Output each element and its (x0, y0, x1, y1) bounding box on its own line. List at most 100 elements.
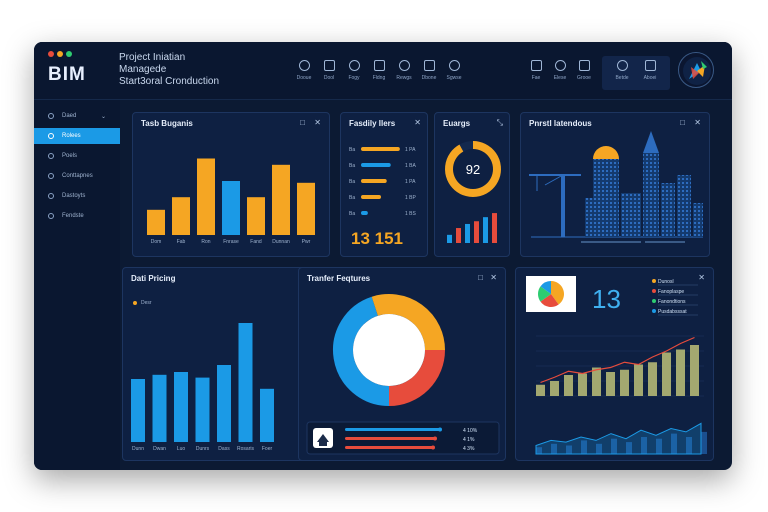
bar (465, 223, 470, 243)
header-nav-item[interactable]: Fogy (342, 60, 366, 81)
bar (474, 221, 479, 243)
tick-label: Dom (151, 239, 162, 245)
facility-chart: Ba 1 PA Ba 1 BA Ba 1 PA Ba 1 BP Ba 1 BS (349, 147, 417, 217)
user-icon (373, 60, 385, 71)
donut-segment (371, 294, 445, 351)
header-action-item[interactable]: Betde (610, 60, 634, 81)
sidebar-item[interactable]: Conttapnes (34, 168, 120, 184)
document-icon (48, 153, 54, 159)
sidebar-item[interactable]: Dastoyts (34, 188, 120, 204)
bar (662, 352, 671, 396)
expand-icon[interactable]: □ (300, 118, 305, 127)
sidebar-item-label: Rolees (62, 133, 81, 139)
value-label: 1 PA (405, 147, 416, 153)
pie-slice (540, 294, 559, 307)
bar (361, 147, 400, 151)
header-action-item[interactable]: Aboei (638, 60, 662, 81)
image-icon (398, 60, 410, 71)
bar (152, 374, 167, 442)
close-icon[interactable]: ✕ (314, 118, 321, 127)
header-action-item[interactable]: Fae (524, 60, 548, 81)
panel-title: Dati Pricing (131, 274, 176, 283)
gauge-value: 92 (466, 162, 480, 177)
header-nav-item[interactable]: Dbone (417, 60, 441, 81)
expand-icon[interactable]: ⤡ (496, 118, 503, 127)
bar (626, 442, 632, 454)
bar (172, 197, 190, 235)
value-label: 1 BP (405, 195, 417, 201)
close-icon[interactable]: ✕ (414, 118, 421, 127)
header-nav-item[interactable]: Fldng (367, 60, 391, 81)
chat-icon (423, 60, 435, 71)
project-title-line: Managede (119, 64, 167, 75)
value-label: 4 10% (463, 428, 478, 434)
legend-label: Pusdabsssat (658, 309, 687, 315)
image-icon (554, 60, 566, 71)
panel-summary: ✕ Dunosl Fanoplaspe Fanondtions Pusdabsssat… (515, 267, 714, 461)
tick-label: Dass (218, 446, 230, 452)
header-nav-item[interactable]: Sgwse (442, 60, 466, 81)
header-action-item[interactable]: Grooe (572, 60, 596, 81)
legend: Desr (133, 300, 152, 306)
bar (345, 446, 433, 449)
value-label: 4 3% (463, 446, 475, 452)
bar (345, 428, 440, 431)
sidebar-item[interactable]: Daed ⌄ (34, 108, 120, 124)
globe-icon (323, 60, 335, 71)
panel-energy: Euargs ⤡ 92 (434, 112, 510, 257)
transfer-chart: 4 10% 4 1% 4 3% (306, 294, 500, 455)
header-action-label: Aboei (643, 75, 657, 81)
bar (197, 158, 215, 235)
bar (634, 364, 643, 396)
app-window: BIM Project Iniatian Managede Start3oral… (34, 42, 732, 470)
facility-total: 13 151 (351, 229, 403, 248)
user-icon (530, 60, 542, 71)
bar (260, 388, 274, 442)
project-title-line: Start3oral Cronduction (119, 76, 220, 87)
close-icon[interactable]: ✕ (698, 273, 705, 282)
bar (676, 349, 685, 396)
expand-icon[interactable]: □ (478, 273, 483, 282)
project-title-line: Project Iniatian (119, 52, 186, 63)
header-nav-item[interactable]: Dooue (292, 60, 316, 81)
pie-slice (538, 286, 551, 302)
bar (345, 437, 435, 440)
header-action-item[interactable]: Elese (548, 60, 572, 81)
bar (361, 179, 387, 183)
donut-segment (388, 349, 445, 406)
bar (611, 438, 617, 454)
avatar[interactable] (678, 52, 714, 88)
bar (536, 447, 542, 454)
value-label: 1 PA (405, 179, 416, 185)
header-action-label: Grooe (577, 75, 591, 81)
header-actions (602, 56, 670, 90)
chart-icon (578, 60, 590, 71)
header-nav-label: Dooue (296, 75, 312, 81)
tick-label: Rosaris (237, 446, 254, 452)
sidebar-item[interactable]: Rolees (34, 128, 120, 144)
bar (195, 377, 210, 442)
close-icon[interactable]: ✕ (694, 118, 701, 127)
bar (566, 445, 572, 454)
header-nav-label: Fldng (372, 75, 386, 81)
area-series (535, 422, 702, 455)
header-action-label: Betde (615, 75, 629, 81)
lock-icon (348, 60, 360, 71)
bar (581, 440, 587, 454)
home-icon (317, 434, 329, 446)
tick-label: Fab (177, 239, 186, 245)
header-nav-item[interactable]: Rewgs (392, 60, 416, 81)
close-icon[interactable]: ✕ (490, 273, 497, 282)
tick-label: Dwan (153, 446, 166, 452)
header-nav-label: Dbone (421, 75, 437, 81)
bar-handle (433, 436, 437, 441)
sidebar-item[interactable]: Poels (34, 148, 120, 164)
save-icon[interactable]: □ (680, 118, 685, 127)
header-nav-item[interactable]: Dool (317, 60, 341, 81)
panel-transfer-features: Tranfer Feqtures □ ✕ 4 10% 4 1% 4 3% (298, 267, 506, 461)
sidebar-item[interactable]: Fendste (34, 208, 120, 224)
tick-label: Ba (349, 147, 355, 153)
panel-project-landmarks: Pnrstl latendous □ ✕ (520, 112, 710, 257)
legend-swatch (652, 309, 656, 313)
bar (174, 372, 188, 442)
